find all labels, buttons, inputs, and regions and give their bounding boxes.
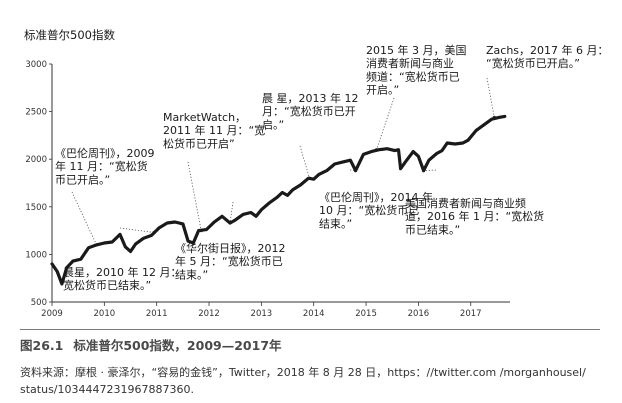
source-line-2: status/1034447231967887360. [20,383,194,396]
y-tick-label: 3000 [25,60,47,70]
x-tick-label: 2012 [198,309,220,319]
tick-labels: 500 1000 1500 2000 2500 3000 2009 2010 2011 2012 2… [25,60,481,319]
y-tick-label: 500 [31,298,47,308]
figure-caption: 图26.1 标准普尔500指数，2009—2017年 [20,329,600,354]
sp500-series-line [50,114,507,286]
annotation-leader [187,161,202,231]
chart-title: 标准普尔500指数 [24,28,115,42]
x-tick-label: 2009 [41,309,63,319]
figure-number: 图26.1 [20,338,64,353]
x-tick-label: 2013 [251,309,273,319]
annotation-leader [119,227,155,233]
x-tick-label: 2016 [408,309,430,319]
annotation-label: 美国消费者新闻与商业频道，2016 年 1 月：“宽松货币已结束。” [405,196,544,236]
annotation-label: 晨 星，2013 年 12 月：“宽松货币已开启。” [262,91,358,131]
source-line-1: 资料来源：摩根 · 豪泽尔，“容易的金钱”，Twitter，2018 年 8 月… [20,366,586,379]
source-note: 资料来源：摩根 · 豪泽尔，“容易的金钱”，Twitter，2018 年 8 月… [20,364,604,398]
x-tick-label: 2010 [94,309,116,319]
annotation-label: 《巴伦周刊》，2014 年 10 月：“宽松货币已结束。” [319,190,433,230]
annotation-leader [299,145,310,179]
figure-caption-text: 标准普尔500指数，2009—2017年 [73,338,282,353]
y-tick-label: 1000 [25,250,47,260]
sp500-chart: 标准普尔500指数 500 1000 1500 2000 2500 3000 2009 201… [24,28,609,319]
annotation-label: Zachs，2017 年 6 月：“宽松货币已开启。” [486,43,609,70]
annotation-label: 晨星，2010 年 12 月：宽松货币已结束。” [63,265,181,292]
x-tick-label: 2017 [460,309,482,319]
y-tick-label: 2500 [25,108,47,118]
x-tick-label: 2015 [355,309,377,319]
annotation-leader [486,77,495,118]
annotation-leader [423,169,437,171]
annotation-label: 《巴伦周刊》，2009 年 11 月：“宽松货币已开启。” [55,146,155,186]
annotation-leader [71,191,97,246]
annotation-label: 《华尔街日报》，2012 年 5 月：“宽松货币已结束。” [175,241,286,281]
x-tick-label: 2014 [303,309,325,319]
annotation-leader [349,169,356,171]
annotation-leader [229,201,234,224]
y-tick-label: 1500 [25,203,47,213]
annotation-labels: 《巴伦周刊》，2009 年 11 月：“宽松货币已开启。”MarketWatch，… [55,43,609,292]
x-tick-label: 2011 [146,309,168,319]
y-tick-label: 2000 [25,155,47,165]
series-line-group [50,114,507,286]
annotation-leader [376,97,395,150]
annotation-label: 2015 年 3 月，美国消费者新闻与商业频道：“宽松货币已开启。” [366,43,466,97]
annotation-label: MarketWatch， 2011 年 11 月：“宽松货币已开启” [163,111,265,150]
